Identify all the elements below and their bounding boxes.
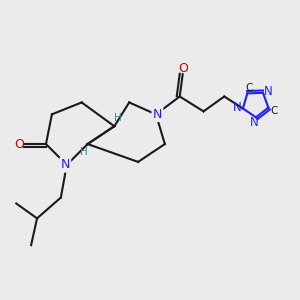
Text: C: C xyxy=(245,83,253,93)
Text: H: H xyxy=(80,147,88,158)
Text: N: N xyxy=(250,116,259,129)
Text: C: C xyxy=(270,106,278,116)
Text: N: N xyxy=(233,100,242,113)
Text: N: N xyxy=(153,108,162,121)
Text: H: H xyxy=(114,113,122,123)
Text: N: N xyxy=(264,85,273,98)
Text: N: N xyxy=(61,158,70,171)
Text: O: O xyxy=(14,138,24,151)
Text: O: O xyxy=(178,62,188,75)
